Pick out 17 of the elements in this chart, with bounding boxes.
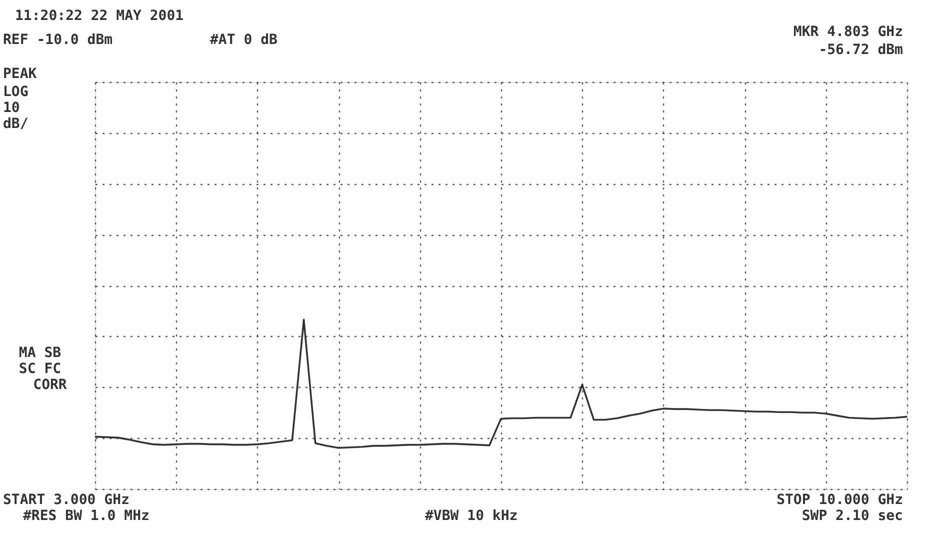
text: 10: [3, 100, 20, 116]
text: #RES BW 1.0 MHz: [23, 508, 150, 524]
text: SWP 2.10 sec: [802, 508, 903, 524]
text: REF -10.0 dBm: [3, 32, 113, 48]
text: PEAK: [3, 66, 38, 82]
text: MKR 4.803 GHz: [793, 24, 903, 40]
text: SC FC: [18, 361, 62, 377]
text: dB/: [3, 116, 28, 132]
text: STOP 10.000 GHz: [776, 492, 903, 508]
text: #AT 0 dB: [210, 32, 278, 48]
text: CORR: [33, 377, 68, 393]
text: MA SB: [18, 345, 62, 361]
text: LOG: [3, 84, 28, 100]
text: -56.72 dBm: [818, 42, 903, 58]
text: #VBW 10 kHz: [425, 508, 518, 524]
text: 11:20:22 22 MAY 2001: [15, 8, 184, 24]
text: START 3.000 GHz: [3, 492, 130, 508]
